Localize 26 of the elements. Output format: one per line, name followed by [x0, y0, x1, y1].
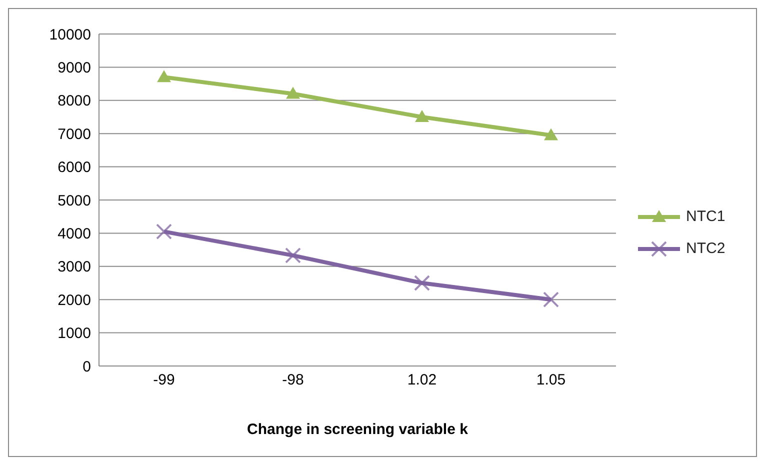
point — [544, 128, 558, 140]
y-tick-label: 5000 — [58, 192, 91, 210]
point — [157, 70, 171, 82]
y-tick-label: 10000 — [49, 26, 91, 44]
x-tick-label: -98 — [282, 372, 304, 389]
y-tick-label: 0 — [82, 358, 91, 376]
x-tick-label: 1.05 — [536, 372, 566, 389]
point — [415, 110, 429, 122]
point — [286, 86, 300, 99]
point — [156, 224, 172, 240]
x-tick-label: 1.02 — [407, 372, 437, 389]
y-tick-label: 6000 — [58, 159, 91, 176]
y-tick-label: 7000 — [58, 126, 91, 143]
y-tick-label: 8000 — [58, 92, 91, 110]
x-tick-label: -99 — [153, 372, 175, 389]
legend-label: NTC1 — [686, 208, 726, 225]
point — [414, 275, 430, 291]
point — [543, 292, 559, 308]
legend-label: NTC2 — [686, 240, 726, 257]
point — [285, 247, 301, 264]
y-tick-label: 4000 — [58, 226, 91, 243]
y-tick-label: 2000 — [58, 292, 91, 309]
y-tick-label: 1000 — [58, 325, 91, 342]
x-axis-title: Change in screening variable k — [247, 421, 469, 438]
y-tick-label: 9000 — [58, 60, 91, 77]
y-tick-label: 3000 — [58, 258, 91, 276]
